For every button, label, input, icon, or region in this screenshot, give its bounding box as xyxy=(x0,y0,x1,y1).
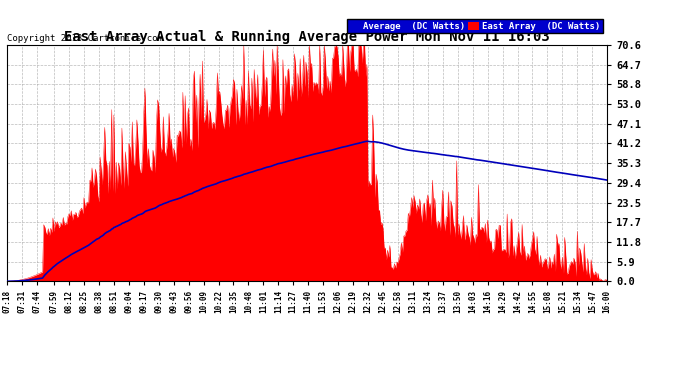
Legend: Average  (DC Watts), East Array  (DC Watts): Average (DC Watts), East Array (DC Watts… xyxy=(347,19,602,33)
Text: Copyright 2013 Cartronics.com: Copyright 2013 Cartronics.com xyxy=(7,34,163,43)
Title: East Array Actual & Running Average Power Mon Nov 11 16:03: East Array Actual & Running Average Powe… xyxy=(64,30,550,44)
